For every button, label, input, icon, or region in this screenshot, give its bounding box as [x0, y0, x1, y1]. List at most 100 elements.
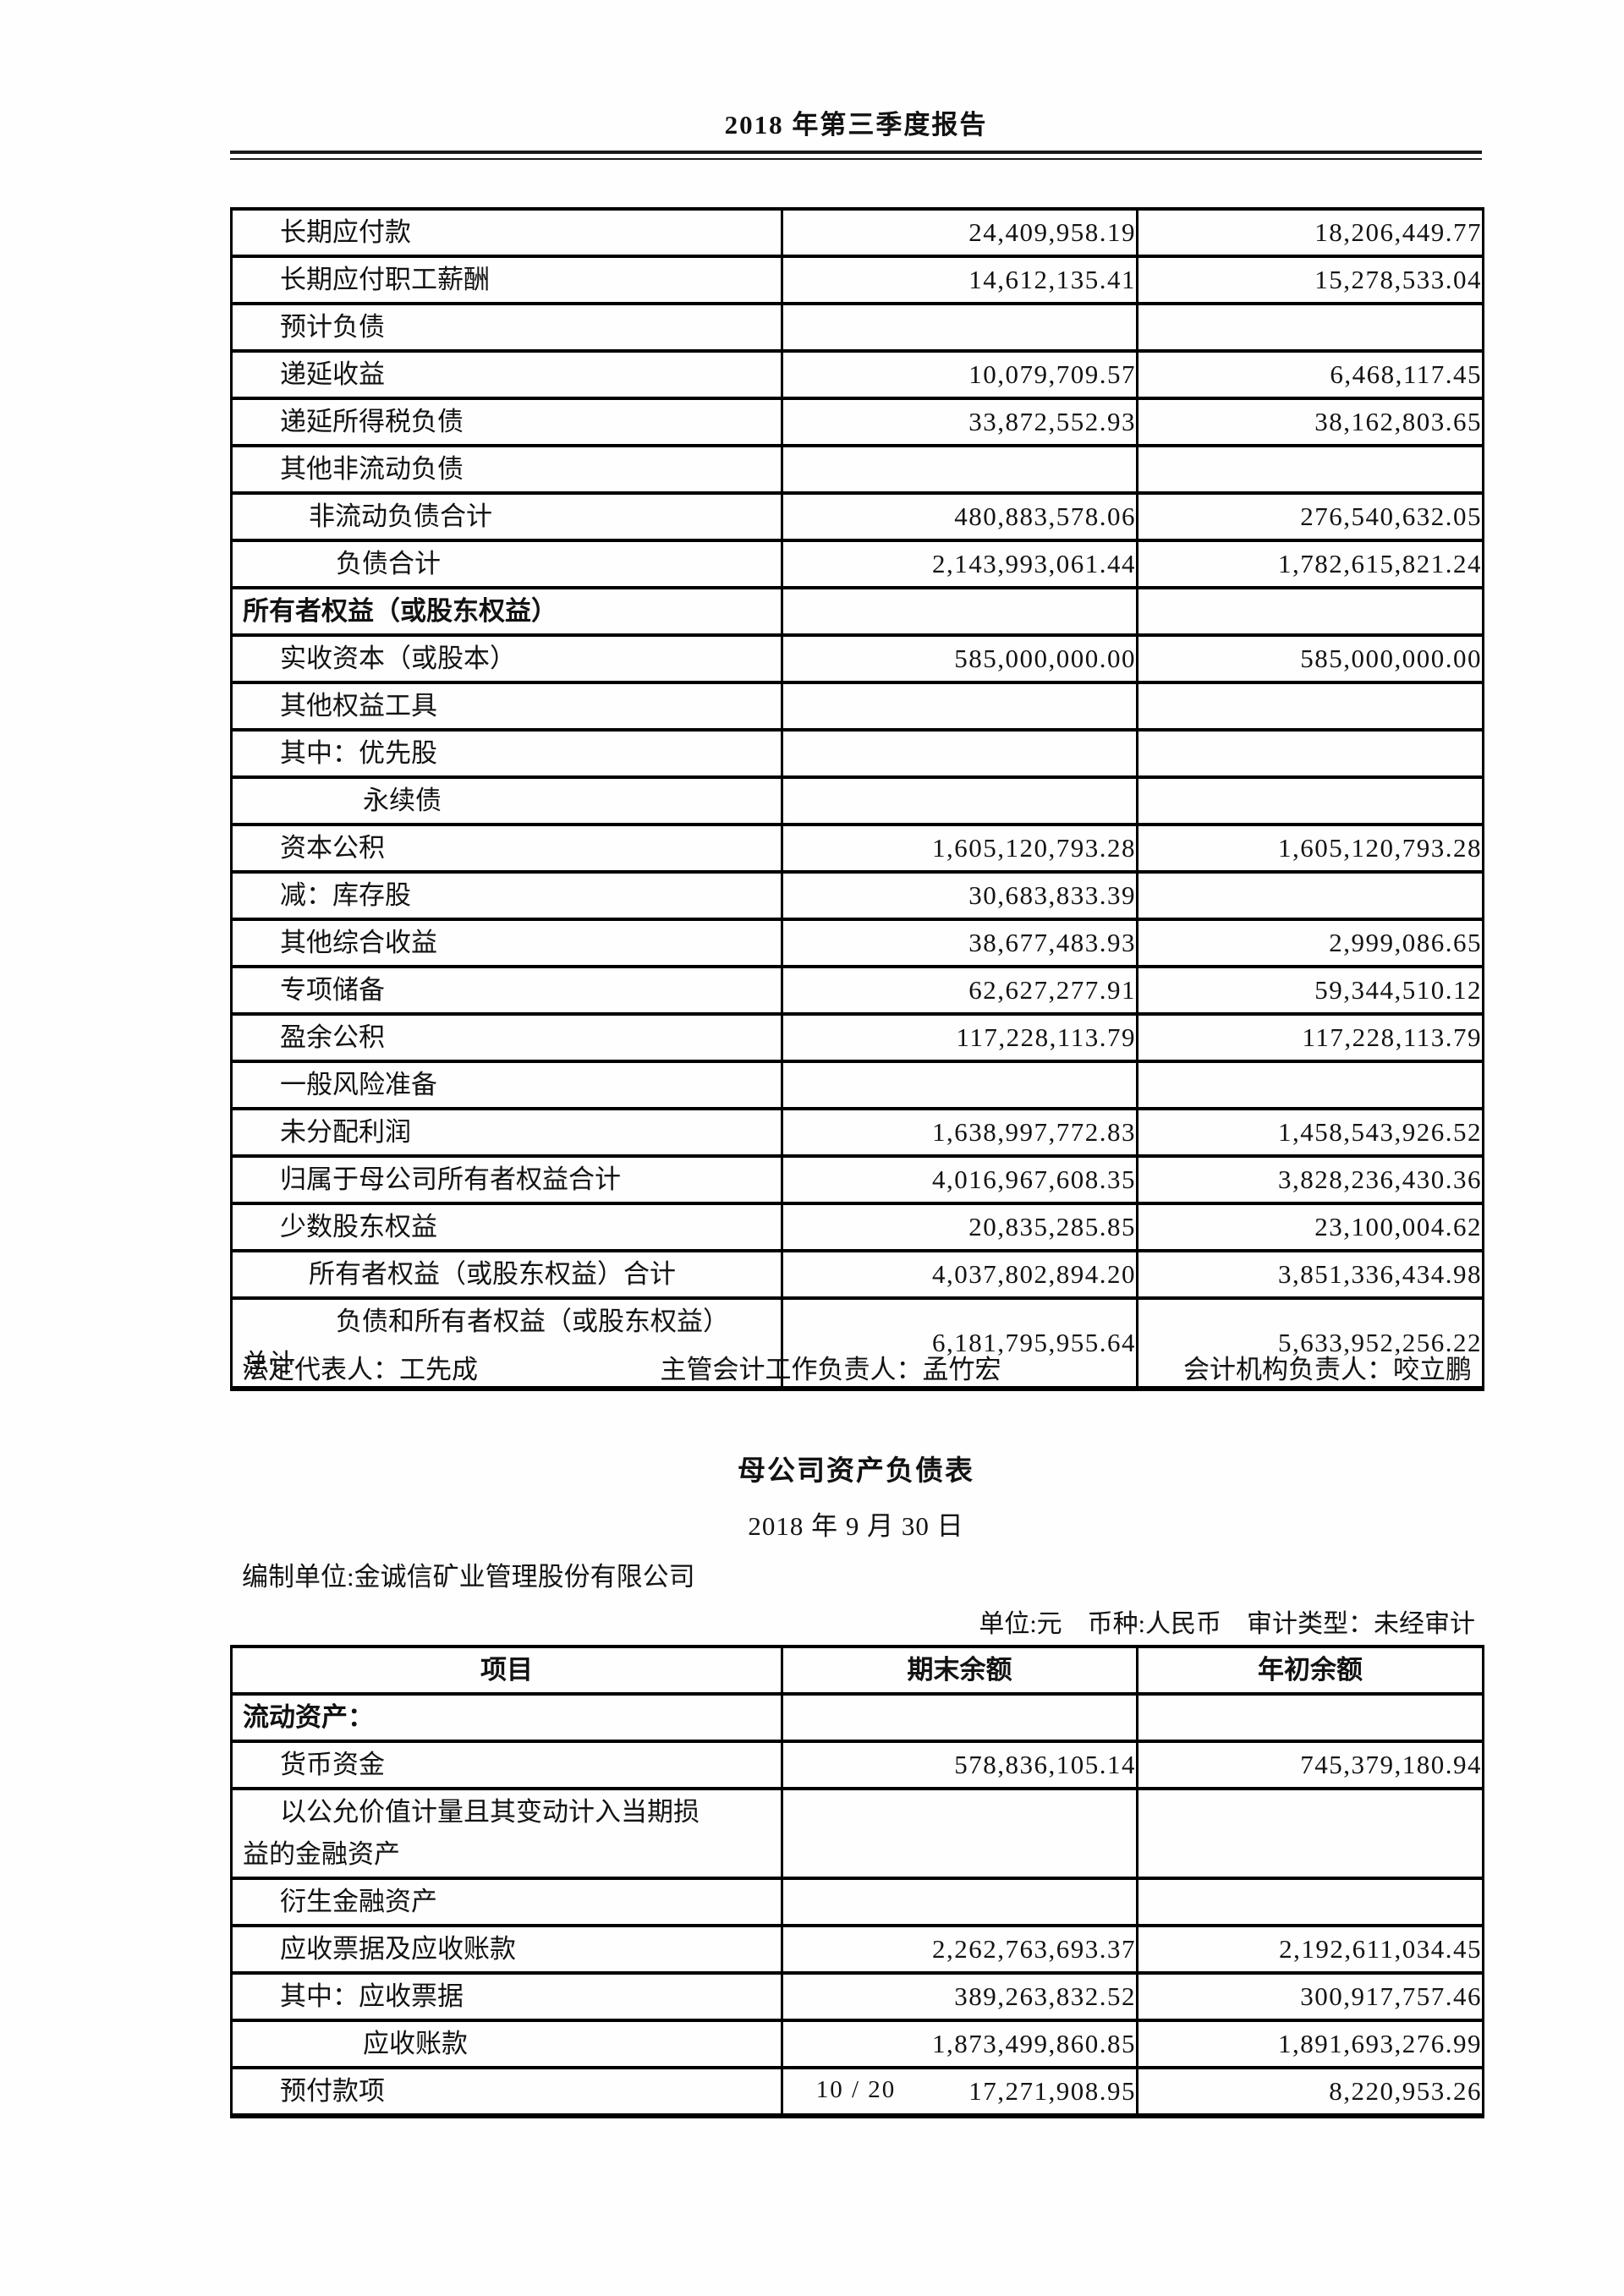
beginning-balance-value: 5,633,952,256.22	[1136, 1296, 1484, 1391]
end-balance-value: 14,612,135.41	[781, 255, 1138, 305]
end-balance-value	[781, 302, 1138, 353]
line-item-label: 专项储备	[230, 965, 783, 1016]
page-number: 10 / 20	[815, 2076, 897, 2103]
line-item-label: 归属于母公司所有者权益合计	[230, 1154, 783, 1205]
line-item-label: 预付款项	[230, 2066, 783, 2118]
beginning-balance-value: 1,891,693,276.99	[1136, 2019, 1484, 2069]
line-item-label: 递延所得税负债	[230, 397, 783, 447]
table-row: 实收资本（或股本） 585,000,000.00 585,000,000.00	[230, 633, 1484, 684]
header-double-rule	[230, 151, 1482, 160]
beginning-balance-value	[1136, 775, 1484, 826]
end-balance-value	[781, 586, 1138, 637]
end-balance-value: 2,262,763,693.37	[781, 1924, 1138, 1975]
end-balance-value: 4,037,802,894.20	[781, 1249, 1138, 1300]
table-row: 其他综合收益 38,677,483.93 2,999,086.65	[230, 918, 1484, 968]
line-item-label: 资本公积	[230, 823, 783, 874]
table-row: 长期应付职工薪酬 14,612,135.41 15,278,533.04	[230, 255, 1484, 305]
table-row: 预计负债	[230, 302, 1484, 353]
beginning-balance-value: 6,468,117.45	[1136, 349, 1484, 400]
end-balance-value: 20,835,285.85	[781, 1202, 1138, 1252]
end-balance-value	[781, 444, 1138, 495]
column-header-2: 年初余额	[1136, 1645, 1484, 1696]
line-item-label: 长期应付款	[230, 207, 783, 258]
line-item-label: 其中：优先股	[230, 728, 783, 779]
beginning-balance-value	[1136, 302, 1484, 353]
table-row: 负债合计 2,143,993,061.44 1,782,615,821.24	[230, 539, 1484, 589]
beginning-balance-value	[1136, 444, 1484, 495]
end-balance-value: 4,016,967,608.35	[781, 1154, 1138, 1205]
table-row: 货币资金 578,836,105.14 745,379,180.94	[230, 1740, 1484, 1790]
table-row: 非流动负债合计 480,883,578.06 276,540,632.05	[230, 491, 1484, 542]
beginning-balance-value	[1136, 681, 1484, 732]
end-balance-value	[781, 1877, 1138, 1927]
line-item-label: 流动资产：	[230, 1692, 783, 1743]
table-row: 所有者权益（或股东权益）合计 4,037,802,894.20 3,851,336,…	[230, 1249, 1484, 1300]
table-header-row: 项目 期末余额 年初余额	[230, 1645, 1484, 1696]
page-header-title: 2018 年第三季度报告	[724, 110, 988, 140]
end-balance-value: 2,143,993,061.44	[781, 539, 1138, 589]
beginning-balance-value: 117,228,113.79	[1136, 1012, 1484, 1063]
beginning-balance-value	[1136, 1877, 1484, 1927]
prepared-by-line: 编制单位:金诚信矿业管理股份有限公司	[242, 1562, 695, 1592]
parent-balance-sheet-table-body: 流动资产： 货币资金 578,836,105.14 745,379,180.94 以公允…	[230, 1692, 1484, 2118]
line-item-label: 其他非流动负债	[230, 444, 783, 495]
unit-currency-audit-line: 单位:元 币种:人民币 审计类型：未经审计	[979, 1610, 1475, 1638]
beginning-balance-value	[1136, 586, 1484, 637]
end-balance-value: 10,079,709.57	[781, 349, 1138, 400]
end-balance-value	[781, 681, 1138, 732]
line-item-label: 盈余公积	[230, 1012, 783, 1063]
beginning-balance-value: 1,605,120,793.28	[1136, 823, 1484, 874]
line-item-label: 以公允价值计量且其变动计入当期损 益的金融资产	[230, 1787, 783, 1880]
parent-balance-sheet-table: 项目 期末余额 年初余额 流动资产： 货币资金 578,836,105.14 745,37…	[230, 1645, 1484, 2118]
line-item-label: 递延收益	[230, 349, 783, 400]
table-row: 递延所得税负债 33,872,552.93 38,162,803.65	[230, 397, 1484, 447]
beginning-balance-value	[1136, 728, 1484, 779]
consolidated-balance-sheet-continued: 长期应付款 24,409,958.19 18,206,449.77 长期应付职工薪酬 1…	[230, 207, 1484, 1391]
beginning-balance-value	[1136, 870, 1484, 921]
table-row: 所有者权益（或股东权益）	[230, 586, 1484, 637]
parent-balance-sheet-section: 项目 期末余额 年初余额 流动资产： 货币资金 578,836,105.14 745,37…	[230, 1645, 1484, 2118]
beginning-balance-value: 38,162,803.65	[1136, 397, 1484, 447]
beginning-balance-value: 1,458,543,926.52	[1136, 1107, 1484, 1158]
beginning-balance-value: 59,344,510.12	[1136, 965, 1484, 1016]
line-item-label: 少数股东权益	[230, 1202, 783, 1252]
line-item-label: 预计负债	[230, 302, 783, 353]
table-row: 衍生金融资产	[230, 1877, 1484, 1927]
end-balance-value: 30,683,833.39	[781, 870, 1138, 921]
line-item-label: 所有者权益（或股东权益）合计	[230, 1249, 783, 1300]
table-row: 递延收益 10,079,709.57 6,468,117.45	[230, 349, 1484, 400]
line-item-label: 应收账款	[230, 2019, 783, 2069]
table-row: 专项储备 62,627,277.91 59,344,510.12	[230, 965, 1484, 1016]
table-row: 未分配利润 1,638,997,772.83 1,458,543,926.52	[230, 1107, 1484, 1158]
end-balance-value: 389,263,832.52	[781, 1971, 1138, 2022]
end-balance-value	[781, 728, 1138, 779]
accounting-dept-head: 会计机构负责人：咬立鹏	[1183, 1355, 1472, 1384]
end-balance-value	[781, 1787, 1138, 1880]
beginning-balance-value: 15,278,533.04	[1136, 255, 1484, 305]
column-header-1: 期末余额	[781, 1645, 1138, 1696]
parent-balance-sheet-table-head: 项目 期末余额 年初余额	[230, 1645, 1484, 1696]
table-row: 预付款项 17,271,908.95 8,220,953.26	[230, 2066, 1484, 2118]
beginning-balance-value: 23,100,004.62	[1136, 1202, 1484, 1252]
line-item-label: 实收资本（或股本）	[230, 633, 783, 684]
beginning-balance-value: 18,206,449.77	[1136, 207, 1484, 258]
table-row: 永续债	[230, 775, 1484, 826]
legal-representative: 法定代表人：工先成	[242, 1355, 478, 1384]
line-item-label: 应收票据及应收账款	[230, 1924, 783, 1975]
table-row: 归属于母公司所有者权益合计 4,016,967,608.35 3,828,236,4…	[230, 1154, 1484, 1205]
line-item-label: 其中：应收票据	[230, 1971, 783, 2022]
table-row: 流动资产：	[230, 1692, 1484, 1743]
beginning-balance-value: 8,220,953.26	[1136, 2066, 1484, 2118]
line-item-label: 未分配利润	[230, 1107, 783, 1158]
liabilities-equity-table: 长期应付款 24,409,958.19 18,206,449.77 长期应付职工薪酬 1…	[230, 207, 1484, 1391]
beginning-balance-value: 745,379,180.94	[1136, 1740, 1484, 1790]
line-item-label: 负债合计	[230, 539, 783, 589]
table-row: 应收账款 1,873,499,860.85 1,891,693,276.99	[230, 2019, 1484, 2069]
line-item-label: 减：库存股	[230, 870, 783, 921]
end-balance-value: 6,181,795,955.64	[781, 1296, 1138, 1391]
beginning-balance-value: 3,828,236,430.36	[1136, 1154, 1484, 1205]
end-balance-value: 1,873,499,860.85	[781, 2019, 1138, 2069]
end-balance-value	[781, 1060, 1138, 1110]
line-item-label: 负债和所有者权益（或股东权益） 总计	[230, 1296, 783, 1391]
